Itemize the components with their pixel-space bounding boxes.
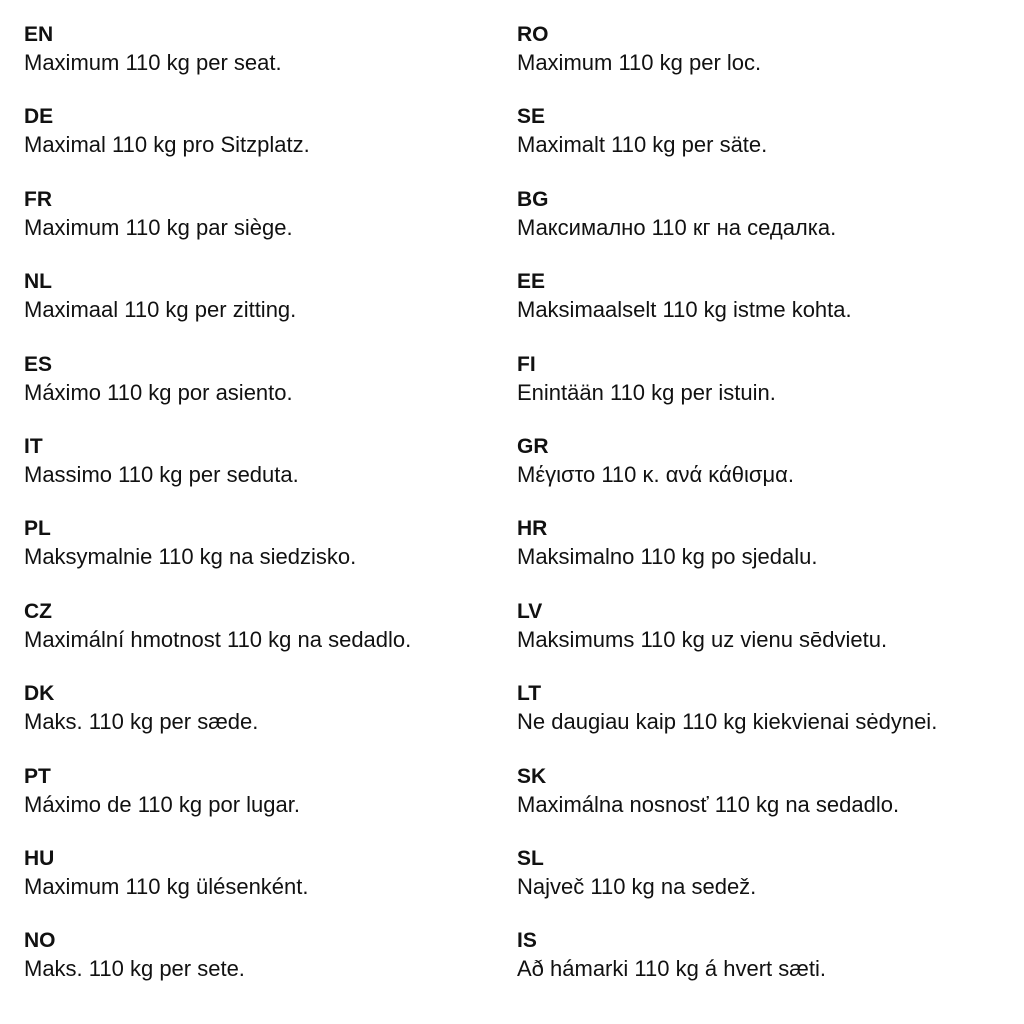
- language-entry: NL Maximaal 110 kg per zitting.: [24, 268, 514, 350]
- weight-limit-text: Maximum 110 kg per seat.: [24, 50, 282, 75]
- language-entry: IT Massimo 110 kg per seduta.: [24, 433, 514, 515]
- language-entry: DK Maks. 110 kg per sæde.: [24, 680, 514, 762]
- language-code: FR: [24, 187, 52, 211]
- language-code: EN: [24, 23, 54, 46]
- language-entry: PT Máximo de 110 kg por lugar.: [24, 763, 514, 845]
- language-code: IS: [517, 929, 537, 953]
- language-entry: DE Maximal 110 kg pro Sitzplatz.: [24, 103, 514, 185]
- language-code: PT: [24, 764, 51, 788]
- language-code: DE: [24, 105, 54, 129]
- language-entry: HU Maximum 110 kg ülésenként.: [24, 845, 514, 927]
- right-column: RO Maximum 110 kg per loc. SE Maximalt 110 …: [517, 21, 1007, 1010]
- language-code: IT: [24, 434, 43, 458]
- language-code: FI: [517, 352, 536, 376]
- language-entry: NO Maks. 110 kg per sete.: [24, 927, 514, 1009]
- language-code: HR: [517, 517, 548, 541]
- language-entry: ES Máximo 110 kg por asiento.: [24, 351, 514, 433]
- weight-limit-text: Maximaal 110 kg per zitting.: [24, 297, 297, 323]
- weight-limit-text: Maximum 110 kg per loc.: [517, 50, 762, 75]
- weight-limit-text: Максимално 110 кг на седалка.: [517, 214, 837, 240]
- weight-limit-text: Maksymalnie 110 kg na siedzisko.: [24, 544, 357, 570]
- weight-limit-text: Največ 110 kg na sedež.: [517, 873, 757, 899]
- language-code: EE: [517, 270, 546, 294]
- language-code: LV: [517, 599, 543, 623]
- language-code: PL: [24, 517, 51, 541]
- language-entry: BG Максимално 110 кг на седалка.: [517, 186, 1007, 268]
- weight-limit-text: Massimo 110 kg per seduta.: [24, 461, 299, 487]
- weight-limit-text: Maximum 110 kg par siège.: [24, 214, 293, 240]
- language-code: SL: [517, 846, 544, 870]
- left-column: EN Maximum 110 kg per seat. DE Maximal 110 …: [24, 21, 514, 1010]
- language-entry: CZ Maximální hmotnost 110 kg na sedadlo.: [24, 598, 514, 680]
- language-code: RO: [517, 23, 549, 46]
- weight-limit-text: Maksimaalselt 110 kg istme kohta.: [517, 297, 852, 323]
- language-entry: FI Enintään 110 kg per istuin.: [517, 351, 1007, 433]
- language-code: SE: [517, 105, 546, 129]
- language-code: NL: [24, 270, 52, 294]
- language-code: SK: [517, 764, 547, 788]
- weight-limit-text: Maksimalno 110 kg po sjedalu.: [517, 544, 818, 570]
- language-entry: LV Maksimums 110 kg uz vienu sēdvietu.: [517, 598, 1007, 680]
- language-code: BG: [517, 187, 549, 211]
- language-entry: SE Maximalt 110 kg per säte.: [517, 103, 1007, 185]
- language-entry: IS Að hámarki 110 kg á hvert sæti.: [517, 927, 1007, 1009]
- weight-limit-text: Máximo 110 kg por asiento.: [24, 379, 293, 405]
- weight-limit-text: Maksimums 110 kg uz vienu sēdvietu.: [517, 626, 888, 652]
- language-code: DK: [24, 682, 55, 706]
- weight-limit-text: Μέγιστο 110 κ. ανά κάθισμα.: [517, 461, 794, 487]
- weight-limit-text: Máximo de 110 kg por lugar.: [24, 791, 300, 817]
- language-entry: SK Maximálna nosnosť 110 kg na sedadlo.: [517, 763, 1007, 845]
- weight-limit-text: Maximal 110 kg pro Sitzplatz.: [24, 132, 310, 158]
- language-entry: PL Maksymalnie 110 kg na siedzisko.: [24, 515, 514, 597]
- weight-limit-text: Maximální hmotnost 110 kg na sedadlo.: [24, 626, 412, 652]
- weight-limit-text: Maximalt 110 kg per säte.: [517, 132, 768, 158]
- language-entry: RO Maximum 110 kg per loc.: [517, 21, 1007, 103]
- weight-limit-text: Ne daugiau kaip 110 kg kiekvienai sėdyne…: [517, 709, 938, 735]
- language-code: NO: [24, 929, 56, 953]
- language-entry: EE Maksimaalselt 110 kg istme kohta.: [517, 268, 1007, 350]
- language-code: HU: [24, 846, 55, 870]
- weight-limit-text: Enintään 110 kg per istuin.: [517, 379, 776, 405]
- weight-limit-text: Maximálna nosnosť 110 kg na sedadlo.: [517, 791, 900, 817]
- weight-limit-text: Maks. 110 kg per sete.: [24, 956, 245, 982]
- language-entry: LT Ne daugiau kaip 110 kg kiekvienai sėdy…: [517, 680, 1007, 762]
- language-entry: EN Maximum 110 kg per seat.: [24, 21, 514, 103]
- weight-limit-text: Maximum 110 kg ülésenként.: [24, 873, 309, 899]
- language-entry: HR Maksimalno 110 kg po sjedalu.: [517, 515, 1007, 597]
- language-entry: GR Μέγιστο 110 κ. ανά κάθισμα.: [517, 433, 1007, 515]
- language-entry: FR Maximum 110 kg par siège.: [24, 186, 514, 268]
- language-code: ES: [24, 352, 53, 376]
- language-entry: SL Največ 110 kg na sedež.: [517, 845, 1007, 927]
- weight-limit-text: Maks. 110 kg per sæde.: [24, 709, 259, 735]
- language-code: GR: [517, 434, 549, 458]
- weight-limit-text: Að hámarki 110 kg á hvert sæti.: [517, 956, 826, 982]
- language-code: CZ: [24, 599, 52, 623]
- language-code: LT: [517, 682, 542, 706]
